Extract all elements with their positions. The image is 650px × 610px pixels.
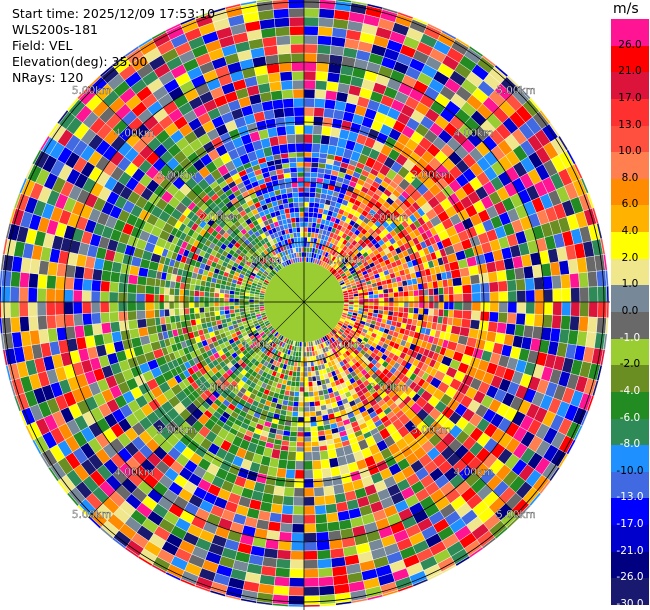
field-label: Field: VEL bbox=[12, 38, 73, 53]
range-ring-label: 1.00km bbox=[242, 255, 282, 267]
colorbar-segment bbox=[611, 258, 649, 286]
colorbar-segment bbox=[611, 125, 649, 153]
range-ring-label: 2.00km bbox=[369, 212, 409, 224]
range-ring-label: 5.00km bbox=[72, 85, 112, 97]
instrument-label: WLS200s-181 bbox=[12, 22, 98, 37]
colorbar-tick-label: 1.0 bbox=[621, 278, 639, 291]
range-ring-label: 4.00km bbox=[114, 127, 154, 139]
colorbar-segment bbox=[611, 72, 649, 100]
colorbar-segment bbox=[611, 365, 649, 393]
colorbar-segment bbox=[611, 525, 649, 553]
colorbar-segment bbox=[611, 445, 649, 473]
colorbar-segment bbox=[611, 418, 649, 446]
range-ring-label: 4.00km bbox=[454, 127, 494, 139]
start-time-label: Start time: 2025/12/09 17:53:10 bbox=[12, 6, 216, 21]
colorbar-segment bbox=[611, 391, 649, 420]
colorbar-segment bbox=[611, 19, 649, 47]
colorbar-tick-label: -30.0 bbox=[616, 598, 644, 610]
colorbar-tick-label: -26.0 bbox=[616, 571, 644, 584]
range-ring-label: 2.00km bbox=[369, 382, 409, 394]
colorbar-segment bbox=[611, 285, 649, 313]
colorbar-segment bbox=[611, 498, 649, 526]
colorbar-tick-label: -17.0 bbox=[616, 518, 644, 531]
colorbar-tick-label: 8.0 bbox=[621, 171, 639, 184]
range-ring-labels: 1.00km 1.00km 1.00km 1.00km 2.00km 2.00km 2.00… bbox=[72, 85, 536, 521]
colorbar-segment bbox=[611, 551, 649, 579]
range-ring-label: 3.00km bbox=[411, 424, 451, 436]
colorbar-segment bbox=[611, 232, 649, 260]
range-rings bbox=[0, 0, 610, 610]
colorbar-tick-label: 2.0 bbox=[621, 251, 639, 264]
range-ring-label: 3.00km bbox=[157, 170, 197, 182]
colorbar-tick-label: 4.0 bbox=[621, 225, 639, 238]
colorbar-tick-label: 13.0 bbox=[618, 118, 642, 131]
range-ring-label: 3.00km bbox=[157, 424, 197, 436]
colorbar-tick-label: -4.0 bbox=[619, 384, 641, 397]
elevation-label: Elevation(deg): 35.00 bbox=[12, 54, 148, 69]
colorbar bbox=[611, 19, 649, 606]
velocity-sectors bbox=[0, 0, 610, 608]
colorbar-unit: m/s bbox=[613, 1, 639, 17]
range-ring-label: 5.00km bbox=[72, 509, 112, 521]
range-ring-label: 1.00km bbox=[326, 255, 366, 267]
colorbar-tick-label: -1.0 bbox=[619, 331, 641, 344]
colorbar-segment bbox=[611, 45, 649, 73]
range-ring-label: 5.00km bbox=[496, 509, 536, 521]
colorbar-segment bbox=[611, 312, 649, 340]
colorbar-segment bbox=[611, 205, 649, 233]
colorbar-tick-label: 21.0 bbox=[618, 65, 642, 78]
colorbar-segment bbox=[611, 338, 649, 366]
colorbar-segment bbox=[611, 152, 649, 180]
colorbar-tick-label: 17.0 bbox=[618, 91, 642, 104]
colorbar-tick-label: -10.0 bbox=[616, 464, 644, 477]
colorbar-segment bbox=[611, 578, 649, 606]
colorbar-tick-label: -13.0 bbox=[616, 491, 644, 504]
colorbar-segment bbox=[611, 98, 649, 127]
range-ring-label: 3.00km bbox=[411, 170, 451, 182]
range-ring-label: 2.00km bbox=[199, 212, 239, 224]
range-ring-label: 2.00km bbox=[199, 382, 239, 394]
range-ring-label: 1.00km bbox=[326, 339, 366, 351]
colorbar-segment bbox=[611, 178, 649, 206]
range-ring-label: 4.00km bbox=[114, 467, 154, 479]
colorbar-segment bbox=[611, 471, 649, 499]
range-ring-label: 5.00km bbox=[496, 85, 536, 97]
colorbar-tick-label: -21.0 bbox=[616, 544, 644, 557]
range-ring-label: 4.00km bbox=[454, 467, 494, 479]
colorbar-tick-label: -2.0 bbox=[619, 358, 641, 371]
nrays-label: NRays: 120 bbox=[12, 70, 84, 85]
colorbar-tick-label: 10.0 bbox=[618, 145, 642, 158]
colorbar-tick-label: -8.0 bbox=[619, 438, 641, 451]
range-ring-label: 1.00km bbox=[242, 339, 282, 351]
colorbar-tick-label: 0.0 bbox=[621, 305, 639, 317]
colorbar-tick-label: 26.0 bbox=[618, 38, 642, 51]
colorbar-tick-label: 6.0 bbox=[621, 198, 639, 211]
colorbar-tick-label: -6.0 bbox=[619, 411, 641, 424]
